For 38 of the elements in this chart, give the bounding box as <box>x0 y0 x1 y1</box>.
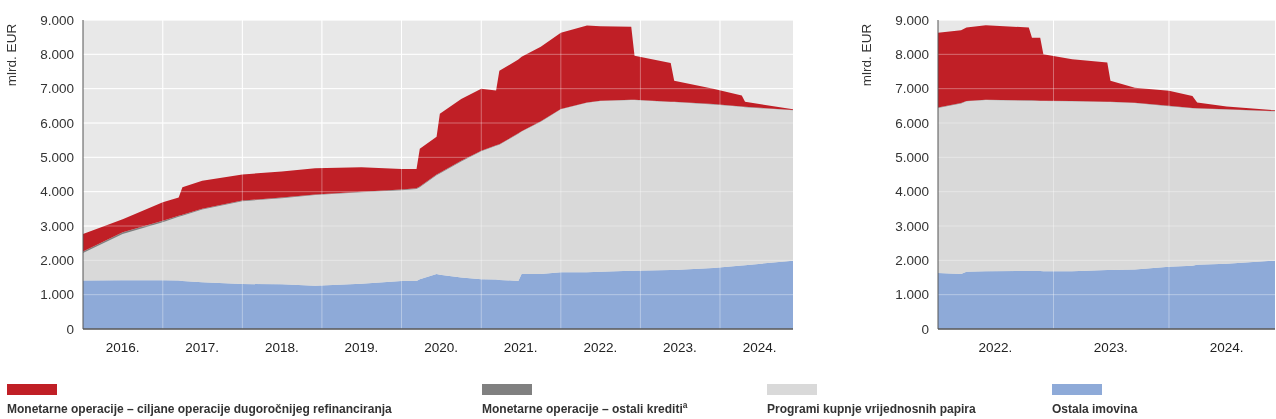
legend-label: Programi kupnje vrijednosnih papira <box>767 402 977 416</box>
y-tick-label: 6.000 <box>40 115 74 131</box>
y-tick-label: 2.000 <box>40 253 74 269</box>
y-tick-label: 0 <box>66 321 74 337</box>
y-tick-label: 7.000 <box>40 81 74 97</box>
y-tick-label: 3.000 <box>895 218 929 234</box>
y-tick-label: 5.000 <box>40 150 74 166</box>
y-tick-label: 4.000 <box>40 184 74 200</box>
y-tick-label: 7.000 <box>895 81 929 97</box>
x-tick-label: 2022. <box>978 340 1013 355</box>
y-tick-label: 3.000 <box>40 218 74 234</box>
y-tick-label: 8.000 <box>895 47 929 63</box>
y-tick-label: 5.000 <box>895 150 929 166</box>
y-tick-label: 0 <box>921 321 929 337</box>
y-axis-title: mlrd. EUR <box>4 23 19 87</box>
x-tick-label: 2023. <box>662 340 697 355</box>
y-tick-label: 2.000 <box>895 253 929 269</box>
x-tick-label: 2024. <box>742 340 777 355</box>
y-axis-title: mlrd. EUR <box>859 23 874 87</box>
legend-label: Monetarne operacije – ostali krediti$^{a}$ <box>482 400 688 416</box>
x-tick-label: 2020. <box>424 340 459 355</box>
x-tick-label: 2018. <box>264 340 299 355</box>
y-tick-label: 6.000 <box>895 115 929 131</box>
y-tick-label: 1.000 <box>40 287 74 303</box>
x-tick-label: 2019. <box>344 340 379 355</box>
x-tick-label: 2016. <box>105 340 140 355</box>
x-tick-label: 2022. <box>583 340 618 355</box>
y-tick-label: 4.000 <box>895 184 929 200</box>
y-tick-label: 8.000 <box>40 47 74 63</box>
x-tick-label: 2017. <box>185 340 220 355</box>
y-tick-label: 9.000 <box>40 12 74 28</box>
x-tick-label: 2023. <box>1093 340 1128 355</box>
x-tick-label: 2024. <box>1209 340 1244 355</box>
legend-label: Ostala imovina <box>1052 402 1138 416</box>
y-tick-label: 1.000 <box>895 287 929 303</box>
x-tick-label: 2021. <box>503 340 538 355</box>
y-tick-label: 9.000 <box>895 12 929 28</box>
legend-label: Monetarne operacije – ciljane operacije dugoročnijeg refinanciranja <box>7 402 393 416</box>
